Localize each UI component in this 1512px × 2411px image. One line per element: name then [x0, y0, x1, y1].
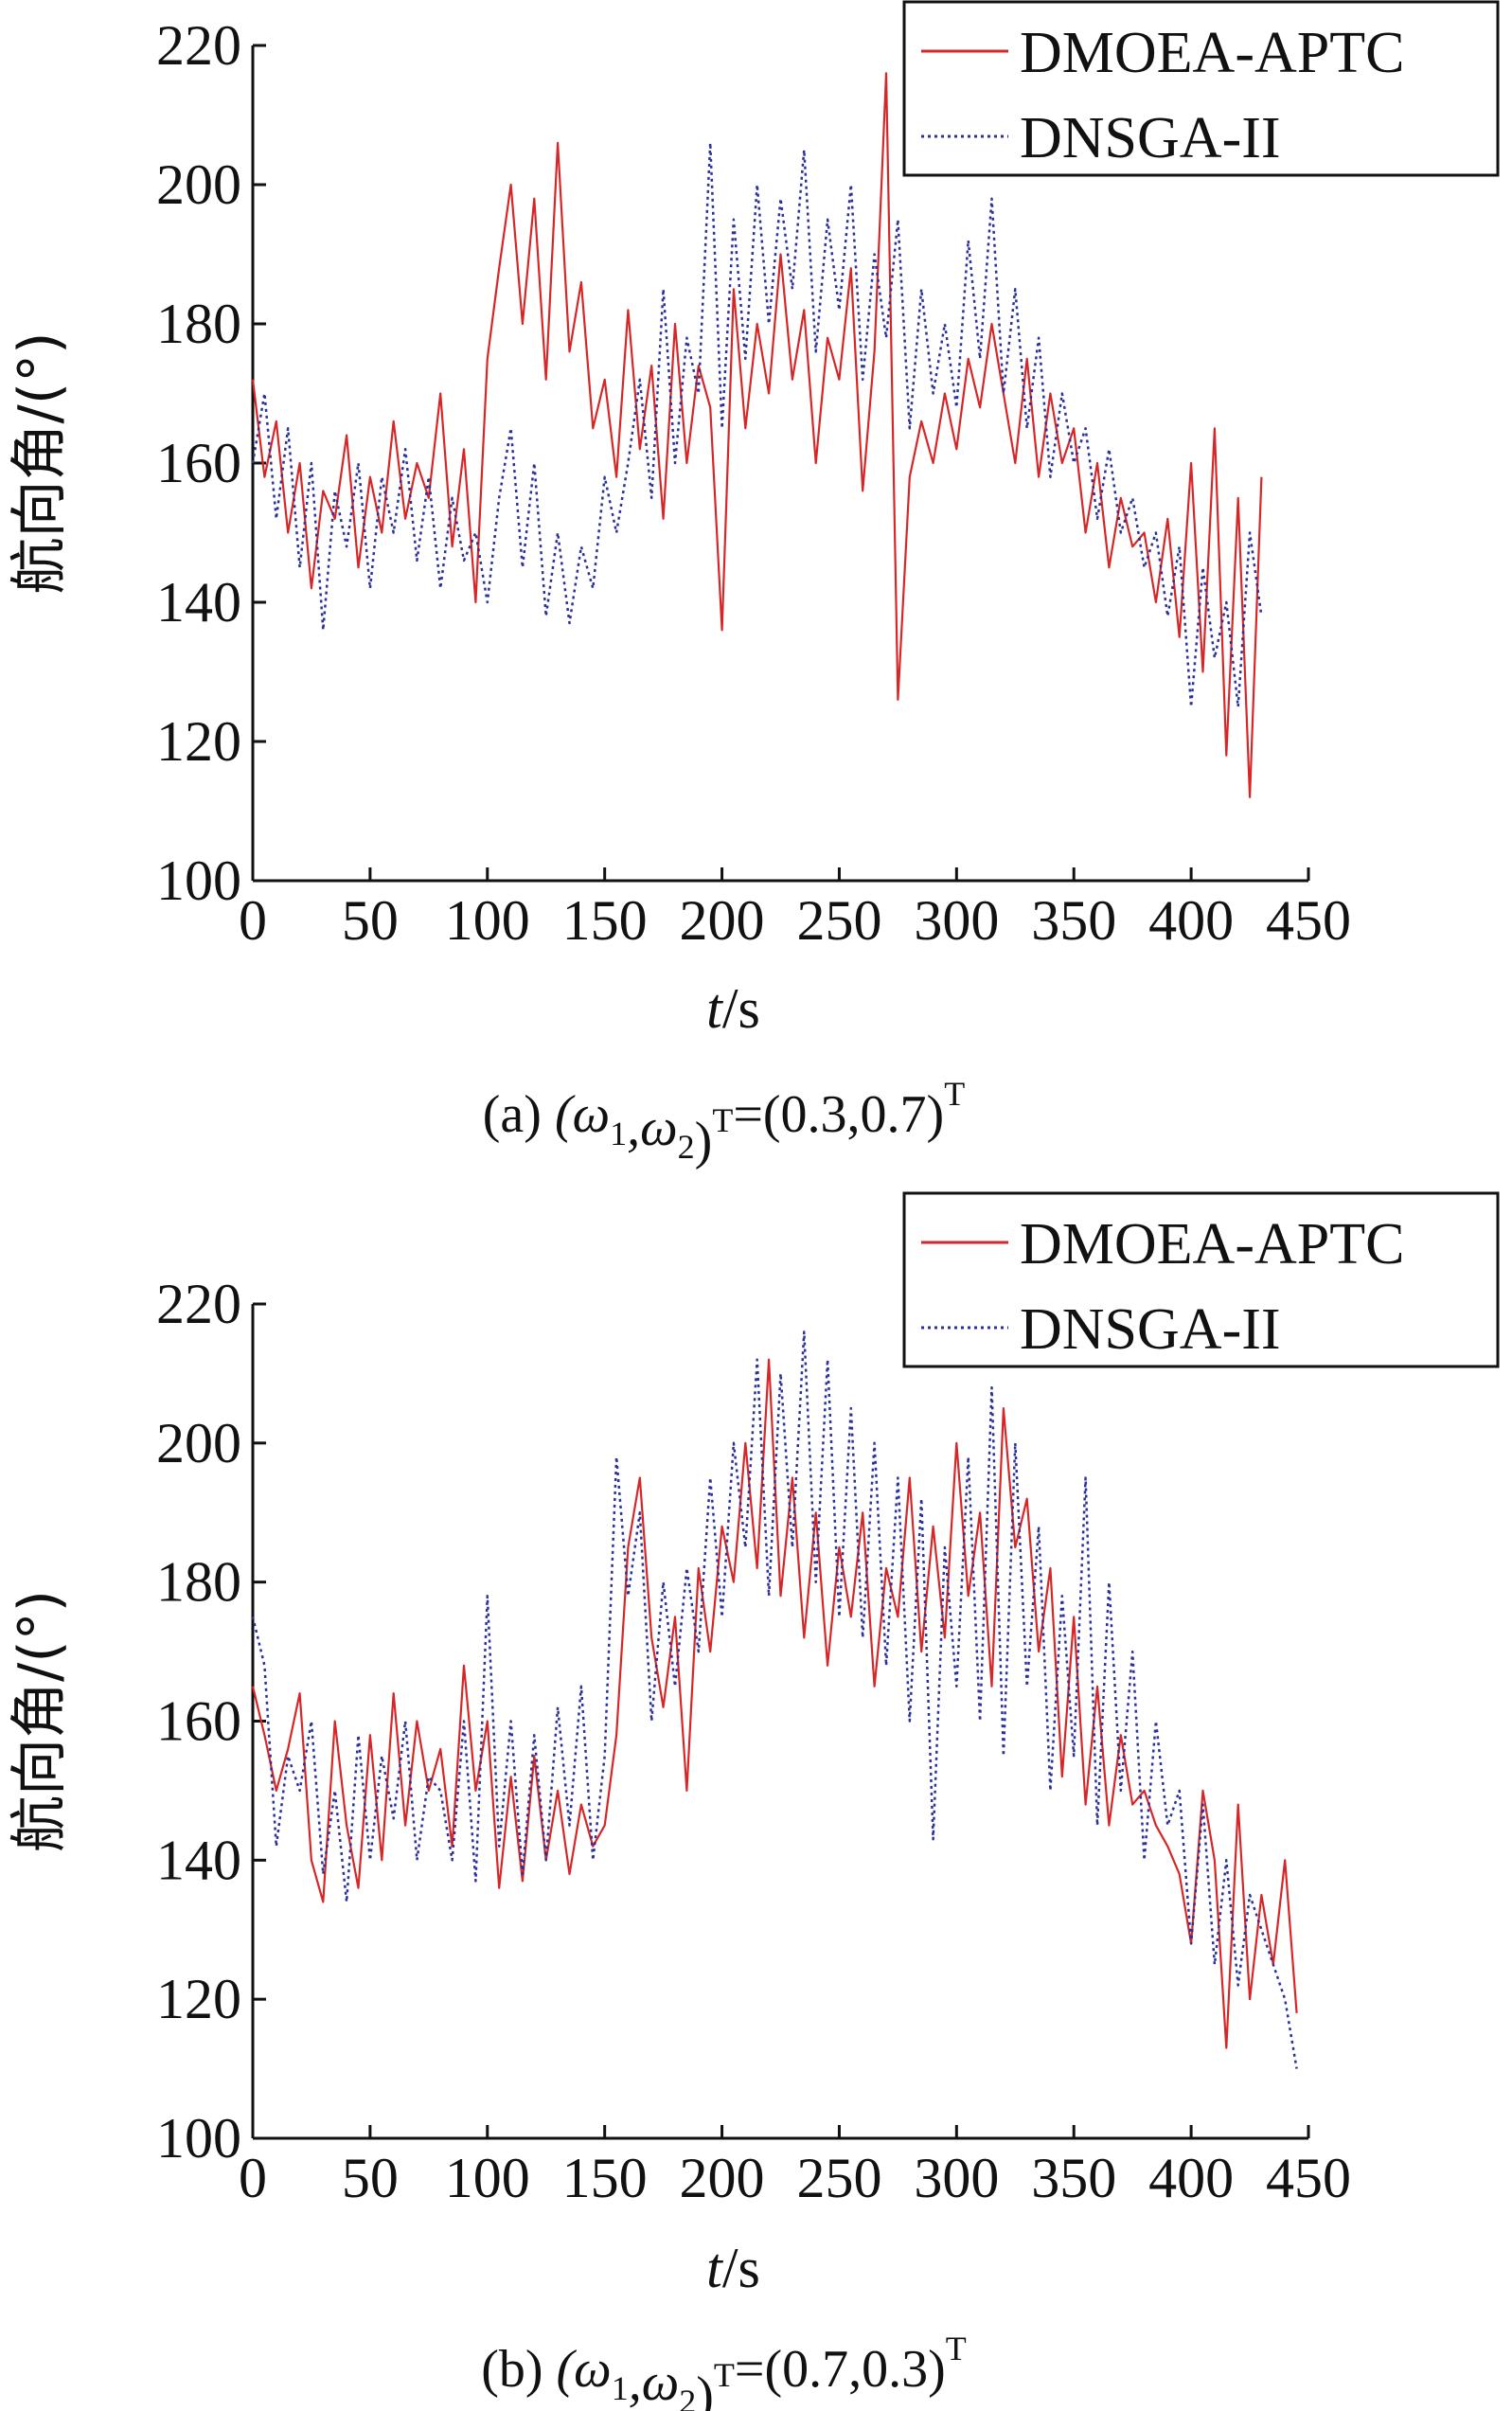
- x-axis-label: t/s: [706, 2237, 760, 2299]
- figure-caption: (a) (ω1,ω2)T=(0.3,0.7)T: [483, 1075, 965, 1170]
- y-axis-label: 航向角/(°): [7, 1590, 73, 1852]
- x-tick-label: 200: [680, 889, 765, 952]
- y-tick-label: 120: [156, 710, 241, 773]
- y-tick-label: 100: [156, 849, 241, 912]
- x-tick-label: 150: [562, 2147, 648, 2209]
- x-axis-label: t/s: [706, 977, 760, 1040]
- x-tick-label: 250: [796, 889, 881, 952]
- y-axis-label: 航向角/(°): [7, 331, 73, 594]
- x-tick-label: 150: [562, 889, 648, 952]
- legend-label: DMOEA-APTC: [1020, 21, 1404, 85]
- series-line-dnsga-ii: [251, 1331, 1298, 2069]
- x-tick-label: 250: [796, 2147, 881, 2209]
- caption-tag: (a): [483, 1085, 555, 1144]
- caption-close: ): [696, 2366, 714, 2411]
- y-tick-label: 220: [156, 14, 241, 77]
- x-tick-label: 400: [1148, 2147, 1234, 2209]
- y-tick-label: 200: [156, 153, 241, 216]
- caption-rhs: =(0.7,0.3): [735, 2340, 946, 2399]
- y-tick-label: 200: [156, 1412, 241, 1474]
- x-tick-label: 300: [914, 889, 999, 952]
- legend: DMOEA-APTC DNSGA-II: [902, 1191, 1500, 1368]
- x-tick-label: 100: [445, 889, 530, 952]
- x-tick-label: 400: [1148, 889, 1234, 952]
- x-tick-label: 50: [342, 2147, 399, 2209]
- legend: DMOEA-APTC DNSGA-II: [902, 0, 1500, 177]
- caption-sub2: 2: [679, 2383, 696, 2411]
- y-tick-label: 120: [156, 1968, 241, 2030]
- figure-caption: (b) (ω1,ω2)T=(0.7,0.3)T: [481, 2330, 967, 2411]
- series-line-dmoea-aptc: [251, 1358, 1298, 2049]
- legend-label: DMOEA-APTC: [1020, 1212, 1404, 1277]
- y-tick-label: 140: [156, 1829, 241, 1891]
- x-tick-label: 0: [239, 2147, 267, 2209]
- legend-label: DNSGA-II: [1020, 106, 1281, 170]
- caption-lhs: (ω: [557, 2340, 612, 2399]
- x-tick-label: 350: [1031, 2147, 1116, 2209]
- x-tick-label: 300: [914, 2147, 999, 2209]
- chart-panel-a: 100 120 140 160 180 200 220 0 50 100 150 200 250 300 3…: [7, 0, 1500, 1170]
- series-line-dnsga-ii: [251, 141, 1263, 708]
- y-tick-label: 220: [156, 1273, 241, 1335]
- x-tick-label: 200: [680, 2147, 765, 2209]
- legend-box: [902, 0, 1500, 177]
- caption-lhs: (ω: [555, 1085, 610, 1144]
- caption-sub1: 1: [612, 2369, 629, 2407]
- caption-sup1: T: [712, 1101, 733, 1139]
- y-tick-label: 180: [156, 1551, 241, 1614]
- x-tick-label: 450: [1266, 889, 1351, 952]
- y-tick-label: 100: [156, 2107, 241, 2170]
- caption-mid: ,ω: [627, 1098, 678, 1157]
- legend-box: [902, 1191, 1500, 1368]
- x-tick-label: 50: [342, 889, 399, 952]
- caption-tag: (b): [481, 2340, 556, 2399]
- caption-sup1: T: [714, 2356, 735, 2394]
- y-tick-label: 160: [156, 432, 241, 494]
- caption-sup2: T: [944, 1075, 965, 1113]
- caption-sup2: T: [946, 2330, 967, 2367]
- y-tick-label: 160: [156, 1690, 241, 1753]
- legend-label: DNSGA-II: [1020, 1297, 1281, 1362]
- caption-rhs: =(0.3,0.7): [733, 1085, 944, 1144]
- x-tick-label: 450: [1266, 2147, 1351, 2209]
- series-line-dmoea-aptc: [251, 72, 1263, 798]
- x-tick-label: 0: [239, 889, 267, 952]
- caption-mid: ,ω: [629, 2353, 680, 2411]
- chart-panel-b: 100 120 140 160 180 200 220 0 50 100 150 200 250 300 3…: [7, 1191, 1500, 2411]
- x-tick-label: 100: [445, 2147, 530, 2209]
- y-tick-label: 180: [156, 293, 241, 355]
- caption-sub1: 1: [610, 1115, 627, 1152]
- caption-sub2: 2: [678, 1128, 695, 1166]
- x-tick-label: 350: [1031, 889, 1116, 952]
- y-tick-label: 140: [156, 571, 241, 634]
- caption-close: ): [695, 1112, 713, 1170]
